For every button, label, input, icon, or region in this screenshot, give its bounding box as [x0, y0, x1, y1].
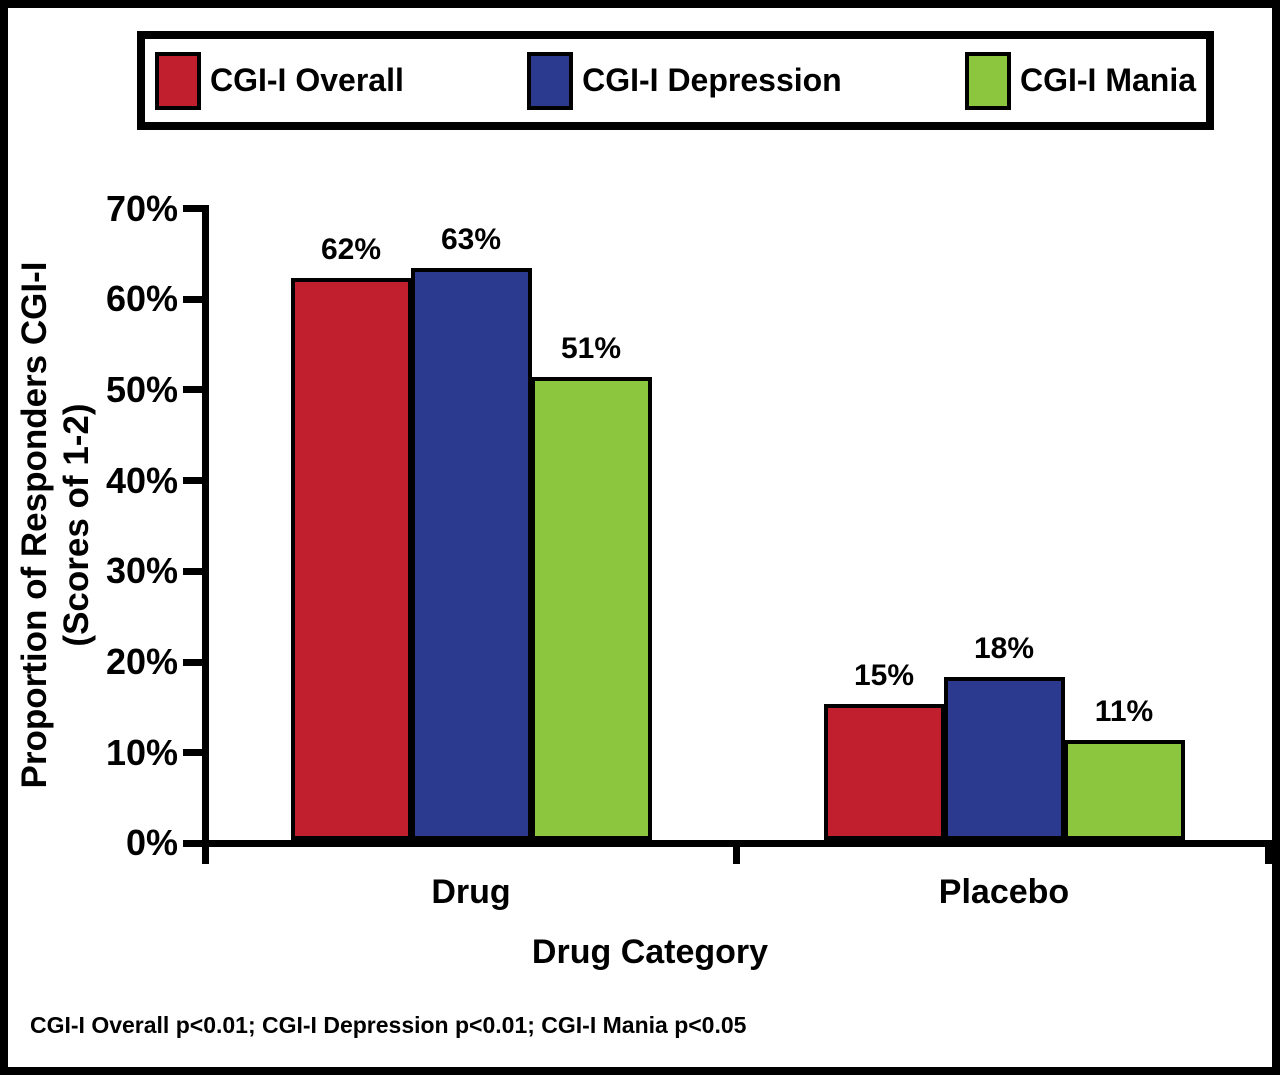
category-label: Drug [431, 873, 511, 911]
bar-value-label: 18% [973, 632, 1035, 665]
y-tick-label: 30% [105, 550, 178, 592]
legend-label: CGI-I Overall [210, 62, 404, 98]
bar [1063, 740, 1185, 840]
y-tick-label: 0% [125, 822, 178, 864]
category-label: Placebo [938, 873, 1070, 911]
y-tick [183, 839, 202, 847]
y-tick [183, 567, 202, 575]
bar-value-label: 62% [320, 233, 382, 266]
y-tick-label: 40% [105, 459, 178, 501]
x-tick [1265, 847, 1272, 864]
legend-item: CGI-I Depression [527, 51, 842, 110]
bar-value-label: 15% [853, 659, 915, 692]
legend: CGI-I Overall CGI-I Depression CGI-I Mania [137, 31, 1214, 130]
legend-swatch [155, 51, 201, 110]
x-axis-title: Drug Category [531, 933, 769, 971]
bar-value-label: 63% [440, 223, 502, 256]
y-tick [183, 658, 202, 666]
bar [823, 704, 945, 840]
y-tick [183, 386, 202, 394]
x-tick [202, 847, 209, 864]
bar [943, 677, 1065, 840]
y-axis-line [202, 205, 209, 847]
bar [290, 278, 412, 840]
bar [410, 268, 532, 840]
legend-swatch [527, 51, 574, 110]
y-tick-label: 50% [105, 368, 178, 410]
legend-label: CGI-I Mania [1019, 62, 1196, 98]
y-tick [183, 477, 202, 485]
legend-swatch [964, 51, 1011, 110]
y-tick-label: 60% [105, 278, 178, 320]
x-axis-line [202, 840, 1272, 847]
footnote: CGI-I Overall p<0.01; CGI-I Depression p… [30, 1012, 747, 1038]
bar-value-label: 51% [560, 332, 622, 365]
y-tick [183, 749, 202, 757]
bar [530, 377, 652, 840]
y-tick-label: 20% [105, 641, 178, 683]
legend-label: CGI-I Depression [582, 62, 842, 98]
bar-value-label: 11% [1094, 695, 1154, 728]
legend-item: CGI-I Overall [155, 51, 404, 110]
legend-item: CGI-I Mania [964, 51, 1196, 110]
y-tick-label: 10% [105, 731, 178, 773]
x-tick [733, 847, 740, 864]
y-tick [183, 295, 202, 303]
y-tick [183, 205, 202, 212]
y-tick-label: 70% [105, 187, 178, 229]
